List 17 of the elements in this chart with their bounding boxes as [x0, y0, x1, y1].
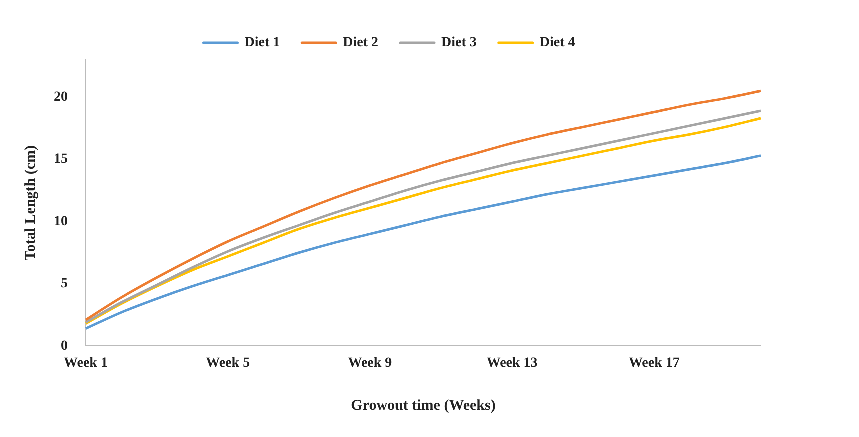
y-tick-label: 0 — [61, 338, 68, 354]
x-tick-label: Week 1 — [64, 356, 108, 372]
y-axis-title: Total Length (cm) — [22, 145, 39, 261]
x-tick-label: Week 13 — [486, 356, 538, 372]
y-tick-label: 5 — [61, 276, 68, 292]
legend-label: Diet 2 — [343, 36, 379, 51]
legend-label: Diet 3 — [442, 36, 477, 51]
y-tick-label: 15 — [54, 152, 68, 168]
x-tick-label: Week 17 — [628, 356, 680, 372]
x-axis-title: Growout time (Weeks) — [351, 398, 496, 414]
line-series — [84, 154, 762, 330]
y-tick-label: 20 — [54, 90, 68, 105]
legend-label: Diet 4 — [540, 36, 576, 51]
y-tick-label: 10 — [54, 214, 68, 230]
x-tick-label: Week 9 — [348, 356, 392, 372]
legend-label: Diet 1 — [244, 36, 280, 51]
x-tick-label: Week 5 — [206, 356, 250, 372]
